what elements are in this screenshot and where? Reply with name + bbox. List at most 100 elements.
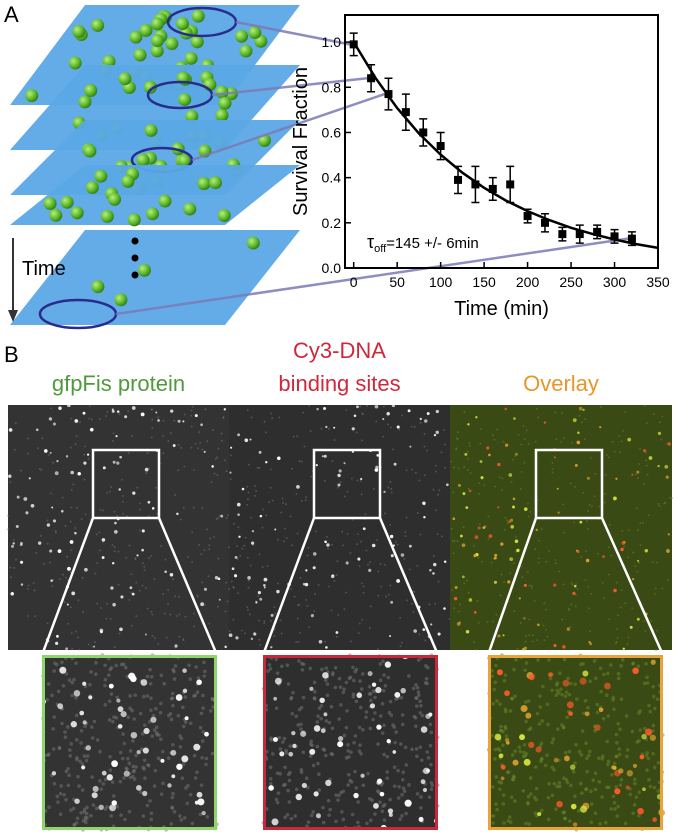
spot bbox=[426, 412, 430, 416]
noise bbox=[358, 743, 362, 747]
noise bbox=[403, 557, 406, 560]
spot bbox=[54, 471, 59, 476]
noise bbox=[394, 730, 399, 734]
spot bbox=[642, 787, 646, 792]
spot bbox=[237, 433, 241, 437]
noise bbox=[492, 687, 497, 692]
noise bbox=[631, 661, 635, 666]
noise bbox=[605, 739, 609, 744]
noise bbox=[414, 696, 419, 701]
noise bbox=[149, 708, 153, 713]
noise bbox=[121, 494, 124, 497]
noise bbox=[213, 472, 216, 475]
spot bbox=[196, 679, 202, 686]
noise bbox=[331, 460, 334, 463]
noise bbox=[466, 468, 469, 471]
noise bbox=[92, 719, 97, 724]
spot bbox=[265, 461, 268, 464]
spot bbox=[305, 569, 308, 572]
noise bbox=[306, 820, 311, 824]
spot bbox=[362, 527, 366, 531]
noise bbox=[337, 486, 339, 489]
noise bbox=[502, 440, 505, 443]
noise bbox=[38, 468, 41, 470]
noise bbox=[339, 702, 343, 707]
spot bbox=[117, 706, 124, 713]
spot bbox=[88, 695, 93, 700]
noise bbox=[348, 778, 352, 783]
noise bbox=[98, 749, 102, 754]
noise bbox=[76, 506, 78, 509]
spot bbox=[636, 617, 640, 621]
noise bbox=[225, 581, 228, 584]
noise bbox=[193, 693, 198, 698]
spot bbox=[241, 487, 245, 491]
noise bbox=[128, 749, 133, 753]
spot bbox=[648, 456, 653, 460]
noise bbox=[528, 584, 531, 587]
spot bbox=[360, 477, 363, 481]
noise bbox=[558, 570, 561, 573]
spot bbox=[400, 553, 405, 557]
spot bbox=[175, 694, 183, 701]
noise bbox=[186, 783, 190, 788]
noise bbox=[85, 805, 89, 810]
noise bbox=[530, 586, 533, 589]
noise bbox=[138, 589, 141, 592]
noise bbox=[580, 729, 585, 733]
noise bbox=[274, 706, 279, 710]
noise bbox=[554, 807, 558, 812]
noise bbox=[121, 500, 124, 503]
noise bbox=[47, 453, 50, 456]
noise bbox=[345, 709, 349, 713]
noise bbox=[418, 479, 421, 482]
noise bbox=[295, 492, 298, 495]
noise bbox=[191, 531, 194, 534]
noise bbox=[204, 762, 208, 767]
noise bbox=[607, 573, 610, 576]
noise bbox=[127, 452, 130, 455]
spot bbox=[615, 477, 618, 480]
noise bbox=[429, 787, 434, 792]
spot bbox=[66, 603, 69, 606]
noise bbox=[615, 581, 618, 584]
noise bbox=[286, 772, 291, 777]
noise bbox=[341, 817, 346, 822]
spot bbox=[375, 686, 382, 694]
noise bbox=[157, 416, 159, 419]
spot bbox=[12, 542, 15, 545]
noise bbox=[608, 523, 611, 526]
noise bbox=[562, 657, 567, 662]
noise bbox=[96, 562, 99, 565]
noise bbox=[321, 747, 326, 752]
spot bbox=[353, 414, 357, 417]
noise bbox=[276, 582, 279, 585]
data-point bbox=[384, 90, 393, 99]
spot bbox=[464, 452, 468, 456]
spot bbox=[622, 647, 625, 651]
noise bbox=[185, 801, 190, 806]
spot bbox=[101, 538, 106, 542]
noise bbox=[156, 756, 161, 761]
noise bbox=[342, 733, 347, 738]
noise bbox=[590, 505, 593, 508]
spot bbox=[177, 419, 181, 423]
noise bbox=[456, 431, 459, 434]
noise bbox=[545, 753, 549, 757]
spot bbox=[143, 727, 150, 735]
noise bbox=[546, 795, 551, 800]
spot bbox=[169, 573, 174, 577]
noise bbox=[524, 719, 528, 724]
noise bbox=[122, 741, 127, 746]
molecule bbox=[60, 195, 74, 209]
spot bbox=[326, 543, 330, 547]
noise bbox=[527, 822, 532, 826]
noise bbox=[91, 803, 96, 807]
noise bbox=[54, 531, 57, 534]
noise bbox=[375, 420, 378, 423]
noise bbox=[296, 617, 299, 620]
data-point bbox=[575, 230, 584, 239]
noise bbox=[547, 658, 551, 662]
noise bbox=[610, 773, 614, 777]
spot bbox=[147, 500, 151, 504]
